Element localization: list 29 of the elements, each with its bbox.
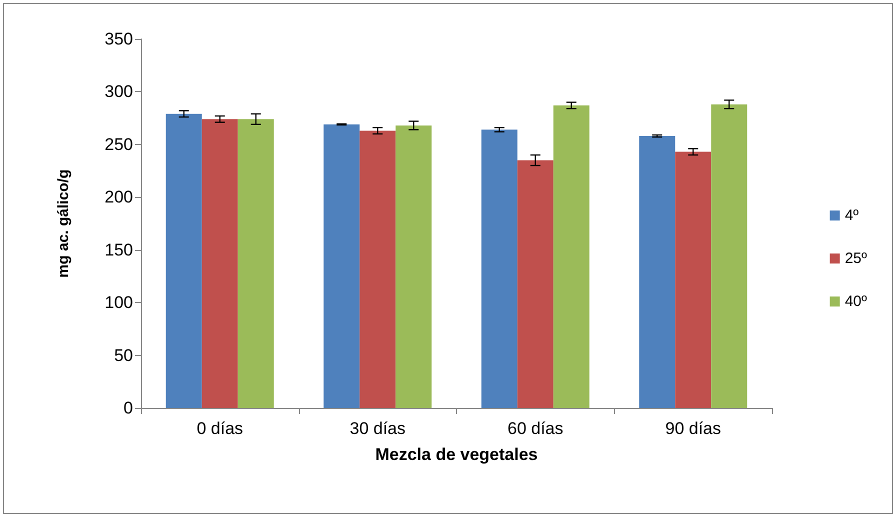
y-axis-title: mg ac. gálico/g bbox=[55, 169, 72, 278]
bar bbox=[711, 104, 748, 408]
bar bbox=[202, 119, 238, 408]
bar bbox=[639, 136, 676, 408]
legend-label: 25º bbox=[844, 250, 868, 267]
y-tick-label: 50 bbox=[114, 346, 133, 365]
y-tick-label: 300 bbox=[104, 82, 133, 102]
bar bbox=[396, 125, 432, 408]
y-tick-label: 200 bbox=[104, 188, 133, 207]
bar bbox=[481, 130, 518, 408]
y-tick-label: 100 bbox=[104, 293, 133, 312]
y-tick-label: 0 bbox=[124, 398, 133, 418]
x-axis-title: Mezcla de vegetales bbox=[375, 445, 538, 464]
x-tick-label: 60 días bbox=[507, 419, 564, 438]
x-tick-label: 30 días bbox=[350, 419, 406, 438]
y-tick-label: 250 bbox=[104, 134, 133, 154]
legend-label: 40º bbox=[844, 293, 868, 310]
bar bbox=[360, 130, 396, 408]
y-tick-label: 350 bbox=[104, 30, 133, 48]
bar bbox=[238, 119, 274, 408]
bar bbox=[675, 152, 712, 408]
x-tick-label: 90 días bbox=[665, 419, 722, 438]
bar bbox=[166, 114, 202, 408]
bar bbox=[324, 124, 360, 408]
bar bbox=[517, 160, 554, 408]
y-tick-label: 150 bbox=[104, 240, 133, 260]
x-tick-label: 0 días bbox=[196, 419, 244, 438]
legend-label: 4º bbox=[844, 207, 860, 224]
bar bbox=[553, 105, 590, 408]
